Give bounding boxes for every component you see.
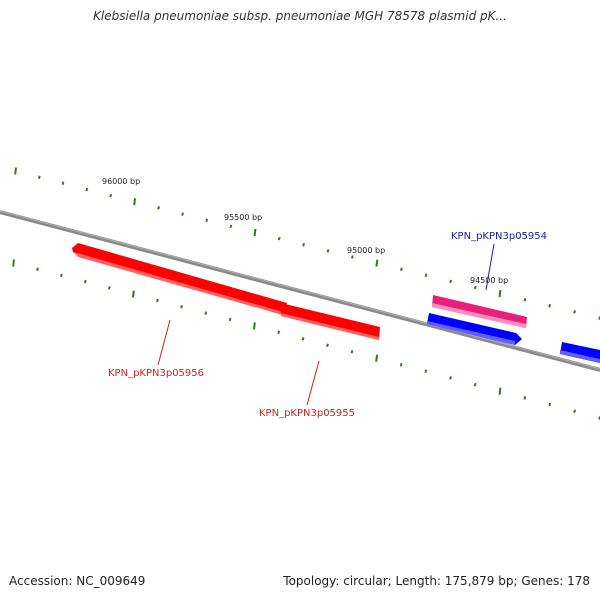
outer-minor-tick <box>548 304 552 308</box>
outer-minor-tick <box>326 249 330 253</box>
inner-minor-tick <box>277 330 281 335</box>
inner-major-tick <box>12 259 15 267</box>
inner-minor-tick <box>449 376 452 380</box>
leader-line-05954 <box>485 243 495 291</box>
outer-major-tick <box>14 167 17 175</box>
gene-kpn-pkpn3p05954[interactable] <box>432 295 527 328</box>
inner-minor-tick <box>156 298 159 303</box>
gene-label-05955[interactable]: KPN_pKPN3p05955 <box>259 408 355 419</box>
outer-minor-tick <box>229 224 233 229</box>
outer-minor-tick <box>181 212 184 216</box>
outer-minor-tick <box>449 279 452 284</box>
inner-minor-tick <box>573 409 576 414</box>
inner-tick-track <box>12 259 600 420</box>
inner-major-tick <box>132 290 135 298</box>
outer-tick-track <box>14 167 600 320</box>
gene-blue-2[interactable] <box>560 342 600 363</box>
inner-minor-tick <box>180 305 183 309</box>
inner-minor-tick <box>424 369 428 374</box>
inner-major-tick <box>498 387 502 395</box>
outer-minor-tick <box>523 297 527 302</box>
inner-minor-tick <box>228 317 232 322</box>
gene-kpn-pkpn3p05955[interactable] <box>281 303 380 340</box>
outer-minor-tick <box>37 175 41 179</box>
outer-minor-tick <box>157 206 160 210</box>
outer-minor-tick <box>400 267 403 271</box>
gene-kpn-pkpn3p05956[interactable] <box>72 243 287 315</box>
outer-minor-tick <box>473 285 477 290</box>
gene-label-05954[interactable]: KPN_pKPN3p05954 <box>451 231 547 242</box>
outer-minor-tick <box>109 193 113 198</box>
inner-minor-tick <box>36 267 39 271</box>
outer-major-tick <box>133 198 136 206</box>
page-title: Klebsiella pneumoniae subsp. pneumoniae … <box>93 9 507 23</box>
inner-minor-tick <box>204 311 208 315</box>
gene-blue-1[interactable] <box>427 313 522 345</box>
ruler-label-95000: 95000 bp <box>347 246 385 255</box>
inner-minor-tick <box>301 337 305 341</box>
inner-minor-tick <box>523 396 527 400</box>
ruler-label-95500: 95500 bp <box>224 213 262 222</box>
genome-summary-text: Topology: circular; Length: 175,879 bp; … <box>283 574 590 588</box>
outer-minor-tick <box>424 273 428 278</box>
ruler-label-96000: 96000 bp <box>102 177 140 186</box>
outer-minor-tick <box>205 218 209 222</box>
outer-major-tick <box>253 228 257 237</box>
inner-minor-tick <box>473 382 477 387</box>
accession-text: Accession: NC_009649 <box>9 574 146 588</box>
leader-line-05955 <box>306 360 320 406</box>
outer-major-tick <box>498 289 502 298</box>
inner-major-tick <box>253 322 256 330</box>
genome-backbone-highlight <box>0 210 600 370</box>
inner-minor-tick <box>326 343 329 347</box>
gene-label-05956[interactable]: KPN_pKPN3p05956 <box>108 368 204 379</box>
inner-minor-tick <box>60 273 63 278</box>
outer-minor-tick <box>302 243 305 247</box>
ruler-label-94500: 94500 bp <box>470 276 508 285</box>
leader-line-05956 <box>157 319 171 366</box>
outer-minor-tick <box>573 310 576 314</box>
outer-minor-tick <box>61 181 65 186</box>
outer-minor-tick <box>351 255 354 259</box>
inner-minor-tick <box>350 349 354 354</box>
inner-minor-tick <box>107 286 111 290</box>
inner-minor-tick <box>548 402 552 407</box>
inner-major-tick <box>375 354 378 362</box>
outer-minor-tick <box>277 236 281 241</box>
inner-minor-tick <box>399 363 403 367</box>
inner-minor-tick <box>83 279 87 284</box>
outer-minor-tick <box>85 187 89 192</box>
outer-major-tick <box>375 259 379 267</box>
